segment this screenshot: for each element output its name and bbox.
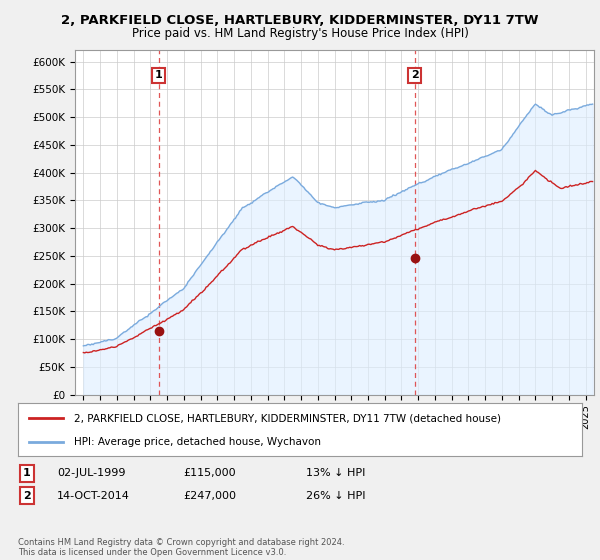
Text: 26% ↓ HPI: 26% ↓ HPI <box>306 491 365 501</box>
Text: 02-JUL-1999: 02-JUL-1999 <box>57 468 125 478</box>
Text: Contains HM Land Registry data © Crown copyright and database right 2024.
This d: Contains HM Land Registry data © Crown c… <box>18 538 344 557</box>
Text: 14-OCT-2014: 14-OCT-2014 <box>57 491 130 501</box>
Text: HPI: Average price, detached house, Wychavon: HPI: Average price, detached house, Wych… <box>74 436 322 446</box>
Text: 1: 1 <box>155 71 163 81</box>
Text: 13% ↓ HPI: 13% ↓ HPI <box>306 468 365 478</box>
Text: £247,000: £247,000 <box>183 491 236 501</box>
Text: 2: 2 <box>23 491 31 501</box>
Text: Price paid vs. HM Land Registry's House Price Index (HPI): Price paid vs. HM Land Registry's House … <box>131 27 469 40</box>
Text: 2, PARKFIELD CLOSE, HARTLEBURY, KIDDERMINSTER, DY11 7TW: 2, PARKFIELD CLOSE, HARTLEBURY, KIDDERMI… <box>61 14 539 27</box>
Text: 2, PARKFIELD CLOSE, HARTLEBURY, KIDDERMINSTER, DY11 7TW (detached house): 2, PARKFIELD CLOSE, HARTLEBURY, KIDDERMI… <box>74 413 502 423</box>
Text: £115,000: £115,000 <box>183 468 236 478</box>
Text: 2: 2 <box>411 71 419 81</box>
Text: 1: 1 <box>23 468 31 478</box>
